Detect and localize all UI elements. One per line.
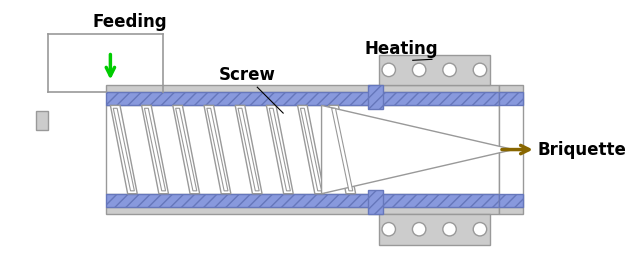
Polygon shape	[298, 105, 324, 194]
Bar	[367, 190, 383, 214]
Polygon shape	[266, 105, 293, 194]
Text: Briquette: Briquette	[538, 141, 627, 158]
Circle shape	[473, 222, 486, 236]
Bar	[106, 85, 499, 92]
Polygon shape	[332, 108, 353, 191]
Circle shape	[443, 63, 456, 77]
Bar	[499, 92, 523, 105]
Text: Heating: Heating	[364, 40, 438, 58]
Text: Feeding: Feeding	[92, 13, 167, 31]
Bar	[106, 207, 499, 214]
Circle shape	[382, 222, 396, 236]
Bar	[106, 105, 499, 194]
Polygon shape	[145, 108, 166, 191]
Polygon shape	[113, 108, 134, 191]
Bar	[106, 194, 499, 207]
Bar	[499, 194, 523, 207]
Bar	[36, 111, 48, 130]
Polygon shape	[235, 105, 262, 194]
Bar	[499, 207, 523, 214]
Bar	[379, 54, 490, 85]
Polygon shape	[238, 108, 259, 191]
Polygon shape	[175, 108, 196, 191]
Circle shape	[412, 222, 426, 236]
Polygon shape	[321, 105, 513, 194]
Circle shape	[382, 63, 396, 77]
Bar	[106, 92, 499, 105]
Polygon shape	[173, 105, 200, 194]
Text: Screw: Screw	[220, 66, 276, 84]
Polygon shape	[329, 105, 356, 194]
Circle shape	[412, 63, 426, 77]
Polygon shape	[141, 105, 168, 194]
Circle shape	[473, 63, 486, 77]
Polygon shape	[300, 108, 321, 191]
Bar	[379, 214, 490, 245]
Bar	[499, 85, 523, 92]
Polygon shape	[110, 105, 137, 194]
Bar	[367, 85, 383, 109]
Circle shape	[443, 222, 456, 236]
Polygon shape	[207, 108, 228, 191]
Polygon shape	[269, 108, 291, 191]
Polygon shape	[204, 105, 231, 194]
Bar	[499, 92, 523, 207]
